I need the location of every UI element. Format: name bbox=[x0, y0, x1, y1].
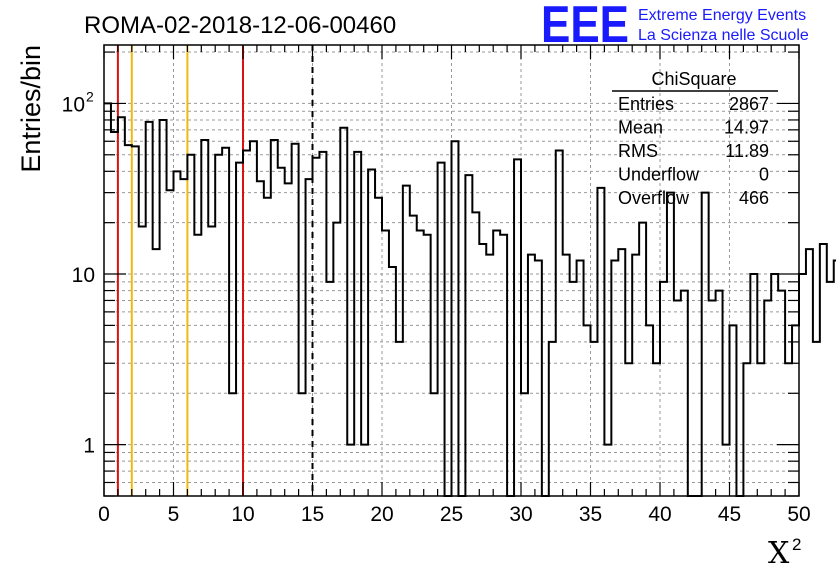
logo-line-1: Extreme Energy Events bbox=[638, 7, 806, 24]
histogram-series bbox=[104, 102, 836, 497]
x-axis-title: X bbox=[768, 536, 790, 571]
x-tick-labels: 0 5 10 15 20 25 30 35 40 45 50 bbox=[98, 503, 811, 526]
stats-label: RMS bbox=[618, 141, 658, 161]
stats-value: 11.89 bbox=[725, 141, 769, 161]
stats-label: Mean bbox=[618, 118, 663, 138]
stats-title: ChiSquare bbox=[651, 69, 736, 89]
stats-label: Entries bbox=[618, 94, 674, 114]
x-tick-label: 25 bbox=[440, 503, 463, 526]
run-title: ROMA-02-2018-12-06-00460 bbox=[84, 12, 396, 39]
eee-logo: EEE Extreme Energy Events La Scienza nel… bbox=[541, 0, 809, 54]
stats-value: 466 bbox=[739, 188, 769, 208]
x-tick-label: 0 bbox=[98, 503, 110, 526]
stats-box: ChiSquare Entries 2867 Mean 14.97 RMS 11.89 Un… bbox=[612, 69, 778, 208]
y-tick-label: 10 bbox=[72, 264, 95, 287]
x-tick-label: 45 bbox=[718, 503, 741, 526]
stats-label: Overflow bbox=[618, 188, 690, 208]
y-tick-label-exponent: 2 bbox=[86, 88, 94, 104]
axis-ticks bbox=[103, 45, 800, 497]
x-tick-label: 50 bbox=[787, 503, 810, 526]
x-axis-title-superscript: 2 bbox=[792, 535, 801, 554]
logo-mark: EEE bbox=[541, 0, 629, 54]
stats-label: Underflow bbox=[618, 165, 700, 185]
logo-line-2: La Scienza nelle Scuole bbox=[638, 27, 809, 44]
reference-lines bbox=[116, 45, 314, 496]
x-tick-label: 30 bbox=[509, 503, 532, 526]
stats-value: 0 bbox=[759, 165, 769, 185]
stats-value: 2867 bbox=[729, 94, 769, 114]
x-tick-label: 15 bbox=[301, 503, 324, 526]
x-tick-label: 5 bbox=[168, 503, 180, 526]
y-axis-title: Entries/bin bbox=[16, 45, 46, 173]
x-tick-label: 10 bbox=[231, 503, 254, 526]
x-tick-label: 40 bbox=[648, 503, 671, 526]
y-tick-label: 10 bbox=[62, 93, 85, 116]
stats-value: 14.97 bbox=[724, 118, 769, 138]
stats-rows: Entries 2867 Mean 14.97 RMS 11.89 Underflow 0 Ov… bbox=[618, 94, 769, 208]
y-tick-label: 1 bbox=[83, 435, 95, 458]
x-tick-label: 20 bbox=[370, 503, 393, 526]
x-tick-label: 35 bbox=[579, 503, 602, 526]
